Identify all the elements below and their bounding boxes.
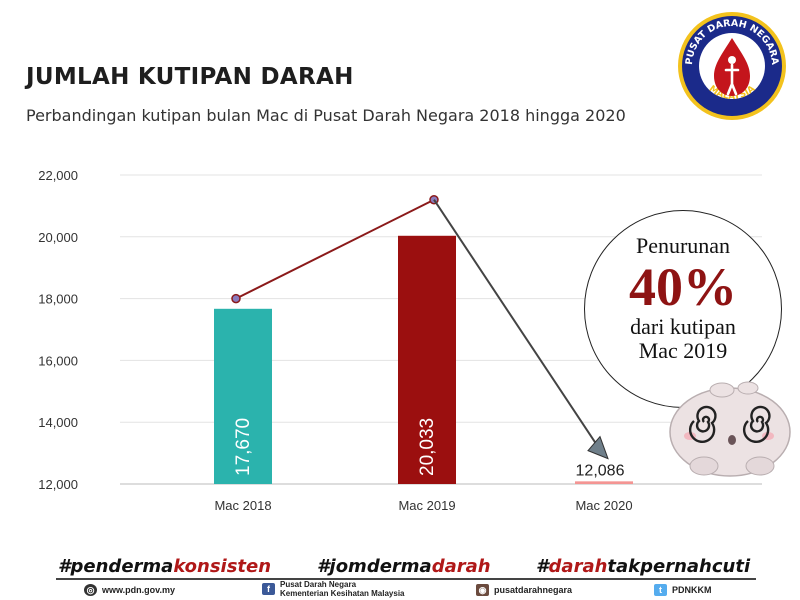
twitter-icon: t [654,584,667,596]
trend-line [235,198,435,300]
decline-arrow-head [587,435,609,460]
callout-line4: Mac 2019 [638,338,728,363]
pdn-logo: PUSAT DARAH NEGARA MALAYSIA [678,12,786,120]
x-category-label: Mac 2019 [398,498,455,513]
footer-instagram[interactable]: ◉ pusatdarahnegara [476,584,572,596]
footer-facebook-line1: Pusat Darah Negara [280,580,357,589]
footer-twitter-text: PDNKKM [672,585,712,595]
callout-percentage: 40% [629,257,737,317]
x-category-label: Mac 2020 [575,498,632,513]
y-tick-label: 20,000 [38,230,78,245]
bar-value-label: 20,033 [417,418,438,476]
x-category-label: Mac 2018 [214,498,271,513]
y-tick-label: 14,000 [38,415,78,430]
hashtag-bar: #pendermakonsisten #jomdermadarah #darah… [0,556,800,580]
y-tick-label: 18,000 [38,292,78,307]
footer-facebook-line2: Kementerian Kesihatan Malaysia [280,589,405,598]
page-title: JUMLAH KUTIPAN DARAH [26,64,354,90]
footer-website[interactable]: ◎ www.pdn.gov.my [84,584,175,596]
hashtag-penderma-konsisten[interactable]: #pendermakonsisten [58,556,272,577]
facebook-icon: f [262,583,275,595]
bar-value-label: 17,670 [233,418,254,476]
trend-marker [231,293,241,304]
y-tick-label: 12,000 [38,477,78,492]
footer: ◎ www.pdn.gov.my f Pusat Darah Negara Ke… [0,580,800,600]
decline-arrow-line [433,199,599,448]
y-tick-label: 16,000 [38,353,78,368]
dizzy-mascot-image [669,381,791,477]
footer-divider [56,578,756,580]
callout-line1: Penurunan [635,233,731,258]
bar-mac-2018 [214,308,272,484]
y-tick-label: 22,000 [38,168,78,183]
bar-value-label: 12,086 [576,462,625,479]
bar-mac-2020 [575,481,633,484]
footer-twitter[interactable]: t PDNKKM [654,584,712,596]
hashtag-jomderma-darah[interactable]: #jomdermadarah [317,556,491,577]
globe-icon: ◎ [84,584,97,596]
bar-mac-2019 [398,235,456,484]
callout-line3: dari kutipan [630,314,736,339]
footer-facebook[interactable]: f Pusat Darah Negara Kementerian Kesihat… [262,580,405,598]
instagram-icon: ◉ [476,584,489,596]
footer-instagram-text: pusatdarahnegara [494,585,573,595]
page-subtitle: Perbandingan kutipan bulan Mac di Pusat … [26,106,626,125]
decline-callout: Penurunan 40% dari kutipan Mac 2019 [584,210,782,408]
footer-website-text: www.pdn.gov.my [102,585,176,595]
hashtag-darah-takpernahcuti[interactable]: #darahtakpernahcuti [536,556,751,577]
